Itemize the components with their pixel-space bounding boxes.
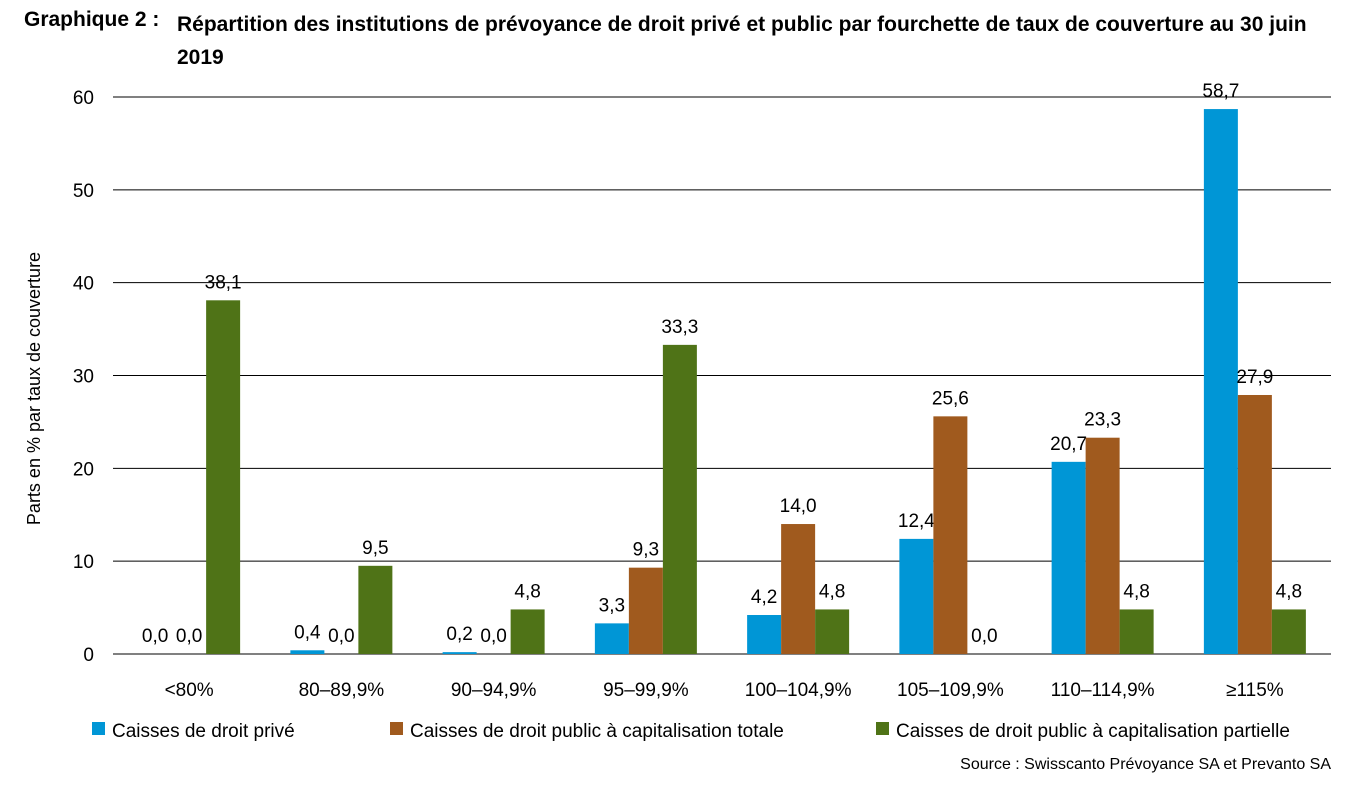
data-label: 9,3 xyxy=(633,540,659,561)
bar xyxy=(815,609,850,654)
data-label: 0,0 xyxy=(480,626,506,647)
data-label: 0,0 xyxy=(971,626,997,647)
x-tick-label: 90–94,9% xyxy=(451,680,537,701)
data-label: 3,3 xyxy=(599,595,625,616)
bar xyxy=(781,524,816,654)
data-label: 14,0 xyxy=(780,496,817,517)
bar xyxy=(1237,394,1272,654)
data-label: 20,7 xyxy=(1050,434,1087,455)
bar xyxy=(510,609,545,654)
bar xyxy=(442,652,477,654)
data-label: 4,8 xyxy=(514,581,540,602)
bar xyxy=(662,344,697,654)
bar xyxy=(899,538,934,654)
data-label: 33,3 xyxy=(661,317,698,338)
data-label: 0,0 xyxy=(176,626,202,647)
x-tick-label: <80% xyxy=(165,680,214,701)
y-tick-label: 50 xyxy=(73,181,94,202)
bar xyxy=(1271,609,1306,654)
x-tick-label: 80–89,9% xyxy=(299,680,385,701)
x-tick-label: 105–109,9% xyxy=(897,680,1004,701)
data-label: 4,8 xyxy=(1123,581,1149,602)
chart-title: Répartition des institutions de prévoyan… xyxy=(177,13,1307,69)
data-label: 12,4 xyxy=(898,511,935,532)
data-label: 58,7 xyxy=(1202,81,1239,102)
bar xyxy=(290,650,325,654)
y-tick-label: 60 xyxy=(73,88,94,109)
data-label: 23,3 xyxy=(1084,410,1121,431)
legend-swatch xyxy=(876,722,889,735)
data-label: 38,1 xyxy=(205,272,242,293)
data-label: 0,0 xyxy=(142,626,168,647)
bar xyxy=(358,565,393,654)
y-tick-label: 40 xyxy=(73,274,94,295)
bar xyxy=(594,623,629,654)
bar xyxy=(1051,461,1086,654)
x-tick-label: ≥115% xyxy=(1226,680,1284,701)
bar xyxy=(1119,609,1154,654)
y-tick-label: 30 xyxy=(73,367,94,388)
bar xyxy=(933,416,968,654)
source-note: Source : Swisscanto Prévoyance SA et Pre… xyxy=(960,756,1331,773)
legend-label: Caisses de droit privé xyxy=(112,721,295,742)
y-axis-label: Parts en % par taux de couverture xyxy=(24,252,44,525)
data-label: 0,2 xyxy=(446,624,472,645)
x-tick-label: 110–114,9% xyxy=(1051,680,1155,701)
bar xyxy=(628,567,663,654)
y-tick-label: 0 xyxy=(83,645,94,666)
legend-label: Caisses de droit public à capitalisation… xyxy=(896,721,1290,742)
data-label: 4,8 xyxy=(819,581,845,602)
x-tick-label: 100–104,9% xyxy=(745,680,852,701)
y-tick-label: 10 xyxy=(73,552,94,573)
y-tick-label: 20 xyxy=(73,459,94,480)
x-tick-label: 95–99,9% xyxy=(603,680,689,701)
data-label: 0,4 xyxy=(294,622,321,643)
bar xyxy=(1085,437,1120,654)
data-label: 9,5 xyxy=(362,538,388,559)
data-label: 0,0 xyxy=(328,626,354,647)
bar xyxy=(1203,109,1238,654)
data-label: 25,6 xyxy=(932,388,969,409)
legend-swatch xyxy=(92,722,105,735)
data-label: 27,9 xyxy=(1236,367,1273,388)
bar xyxy=(747,615,782,654)
data-label: 4,8 xyxy=(1276,581,1302,602)
legend-label: Caisses de droit public à capitalisation… xyxy=(410,721,784,742)
data-label: 4,2 xyxy=(751,587,777,608)
legend-swatch xyxy=(390,722,403,735)
bar xyxy=(206,300,241,654)
chart-title-prefix: Graphique 2 : xyxy=(24,8,160,31)
